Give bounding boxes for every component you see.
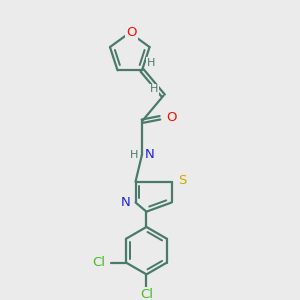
Text: H: H: [130, 149, 139, 160]
Text: H: H: [150, 84, 158, 94]
Text: O: O: [166, 111, 177, 124]
Text: S: S: [178, 174, 186, 187]
Text: N: N: [145, 148, 154, 161]
Text: H: H: [147, 58, 155, 68]
Text: Cl: Cl: [93, 256, 106, 269]
Text: Cl: Cl: [140, 288, 153, 300]
Text: O: O: [126, 26, 136, 39]
Text: N: N: [121, 196, 130, 209]
